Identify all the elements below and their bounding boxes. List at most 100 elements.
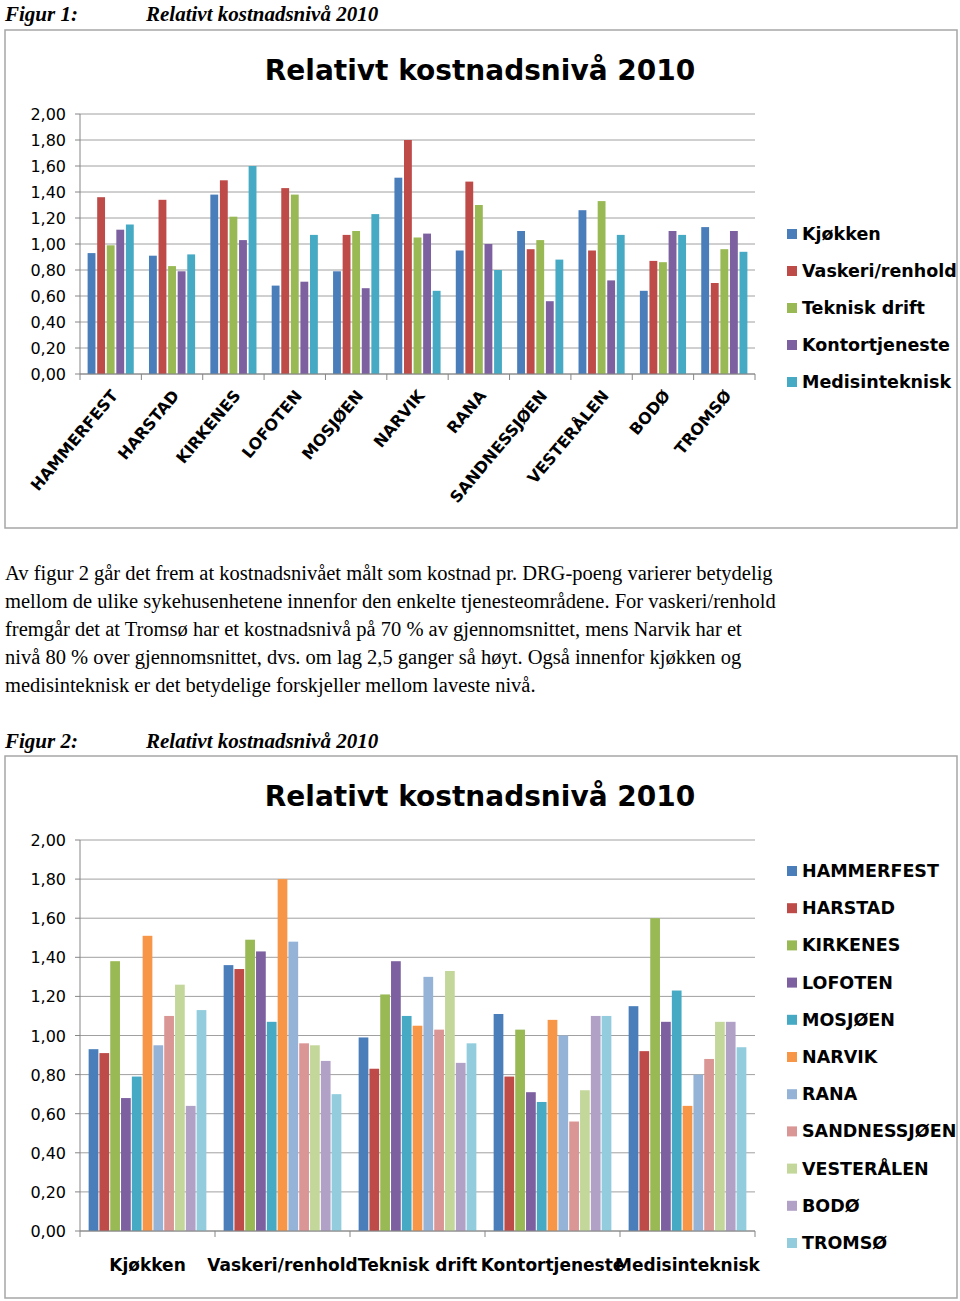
- bar: [558, 1036, 568, 1232]
- x-axis: [80, 374, 755, 375]
- bar: [720, 249, 728, 374]
- legend-label: Kjøkken: [802, 224, 881, 244]
- y-tick: [75, 1191, 80, 1192]
- y-tick-label: 0,80: [30, 1066, 66, 1085]
- grid-line: [80, 166, 755, 167]
- bar: [555, 260, 563, 374]
- bar: [168, 266, 176, 374]
- paragraph-line: nivå 80 % over gjennomsnittet, dvs. om l…: [5, 646, 741, 669]
- bar: [414, 238, 422, 375]
- y-tick: [75, 879, 80, 880]
- bar: [178, 271, 186, 374]
- bar: [526, 1092, 536, 1231]
- bar: [299, 1043, 309, 1231]
- y-tick: [75, 140, 80, 141]
- bar: [465, 182, 473, 374]
- bar: [669, 231, 677, 374]
- bar: [99, 1053, 109, 1231]
- bar: [281, 188, 289, 374]
- grid-line: [80, 192, 755, 193]
- bar: [504, 1077, 514, 1231]
- legend-swatch: [787, 866, 797, 876]
- bar: [187, 254, 195, 374]
- y-tick: [75, 957, 80, 958]
- y-tick-label: 1,60: [30, 157, 66, 176]
- bar: [475, 205, 483, 374]
- paragraph-line: mellom de ulike sykehusenhetene innenfor…: [5, 590, 776, 613]
- y-tick: [75, 374, 80, 375]
- bar: [391, 961, 401, 1231]
- bar: [369, 1069, 379, 1231]
- bar: [494, 270, 502, 374]
- bar: [97, 197, 105, 374]
- bar: [300, 282, 308, 374]
- y-tick-label: 1,20: [30, 209, 66, 228]
- x-tick: [141, 374, 142, 380]
- bar: [536, 240, 544, 374]
- bar: [546, 301, 554, 374]
- paragraph-line: fremgår det at Tromsø har et kostnadsniv…: [5, 618, 742, 641]
- bar: [107, 245, 115, 374]
- legend-swatch: [787, 266, 797, 276]
- grid-line: [80, 374, 755, 375]
- bar: [402, 1016, 412, 1231]
- bar: [132, 1077, 142, 1231]
- legend-swatch: [787, 1238, 797, 1248]
- bar: [639, 1051, 649, 1231]
- y-tick: [75, 996, 80, 997]
- legend-label: HAMMERFEST: [802, 861, 939, 881]
- bar: [726, 1022, 736, 1231]
- y-tick-label: 1,00: [30, 1027, 66, 1046]
- y-tick: [75, 270, 80, 271]
- y-tick-label: 1,80: [30, 131, 66, 150]
- bar: [467, 1043, 477, 1231]
- x-tick-label: RANA: [443, 386, 490, 437]
- bar: [359, 1037, 369, 1231]
- bar: [456, 251, 464, 375]
- bar: [661, 1022, 671, 1231]
- bar: [649, 261, 657, 374]
- legend-swatch: [787, 1052, 797, 1062]
- legend-swatch: [787, 1089, 797, 1099]
- x-tick: [80, 1231, 81, 1237]
- y-tick-label: 2,00: [30, 105, 66, 124]
- y-tick: [75, 348, 80, 349]
- y-tick-label: 1,40: [30, 948, 66, 967]
- bar: [89, 1049, 99, 1231]
- paragraph-line: medisinteknisk er det betydelige forskje…: [5, 674, 536, 697]
- figure-label: Figur 2:: [4, 729, 78, 753]
- bar: [234, 969, 244, 1231]
- bar: [256, 951, 266, 1231]
- bar: [423, 977, 433, 1231]
- y-tick: [75, 1113, 80, 1114]
- y-tick: [75, 166, 80, 167]
- bar: [110, 961, 120, 1231]
- bar: [683, 1106, 693, 1231]
- y-tick: [75, 1035, 80, 1036]
- bar: [607, 280, 615, 374]
- legend-label: RANA: [802, 1084, 858, 1104]
- x-tick-label: Teknisk drift: [358, 1255, 477, 1275]
- y-tick: [75, 1231, 80, 1232]
- bar: [210, 195, 218, 374]
- bar: [485, 244, 493, 374]
- bar: [434, 1030, 444, 1231]
- y-tick-label: 0,60: [30, 1105, 66, 1124]
- x-tick: [570, 374, 571, 380]
- legend: HAMMERFESTHARSTADKIRKENESLOFOTENMOSJØENN…: [787, 861, 956, 1253]
- legend-swatch: [787, 229, 797, 239]
- x-tick-label: VESTERÅLEN: [524, 386, 613, 487]
- y-tick-label: 0,20: [30, 339, 66, 358]
- chart-frame: [5, 756, 957, 1298]
- legend-swatch: [787, 1201, 797, 1211]
- bar: [291, 195, 299, 374]
- x-tick-label: Kontortjeneste: [481, 1255, 625, 1275]
- bar: [272, 286, 280, 374]
- legend-swatch: [787, 1164, 797, 1174]
- bar: [588, 251, 596, 375]
- figure-label: Figur 1:: [4, 2, 78, 26]
- bar: [394, 178, 402, 374]
- grid-line: [80, 140, 755, 141]
- y-tick: [75, 114, 80, 115]
- bar: [249, 166, 257, 374]
